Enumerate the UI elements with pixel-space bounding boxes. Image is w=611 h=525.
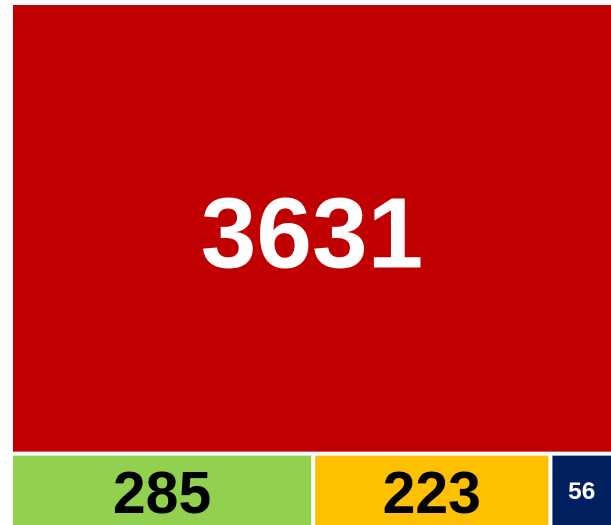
tile-label: 56 [568,478,595,505]
treemap-tile [13,5,611,452]
tile-label: 223 [383,461,481,525]
treemap-tile [13,455,312,525]
tile-label: 3631 [201,177,423,289]
treemap-tile [552,455,611,525]
treemap-tile [315,455,549,525]
tile-label: 285 [113,461,211,525]
